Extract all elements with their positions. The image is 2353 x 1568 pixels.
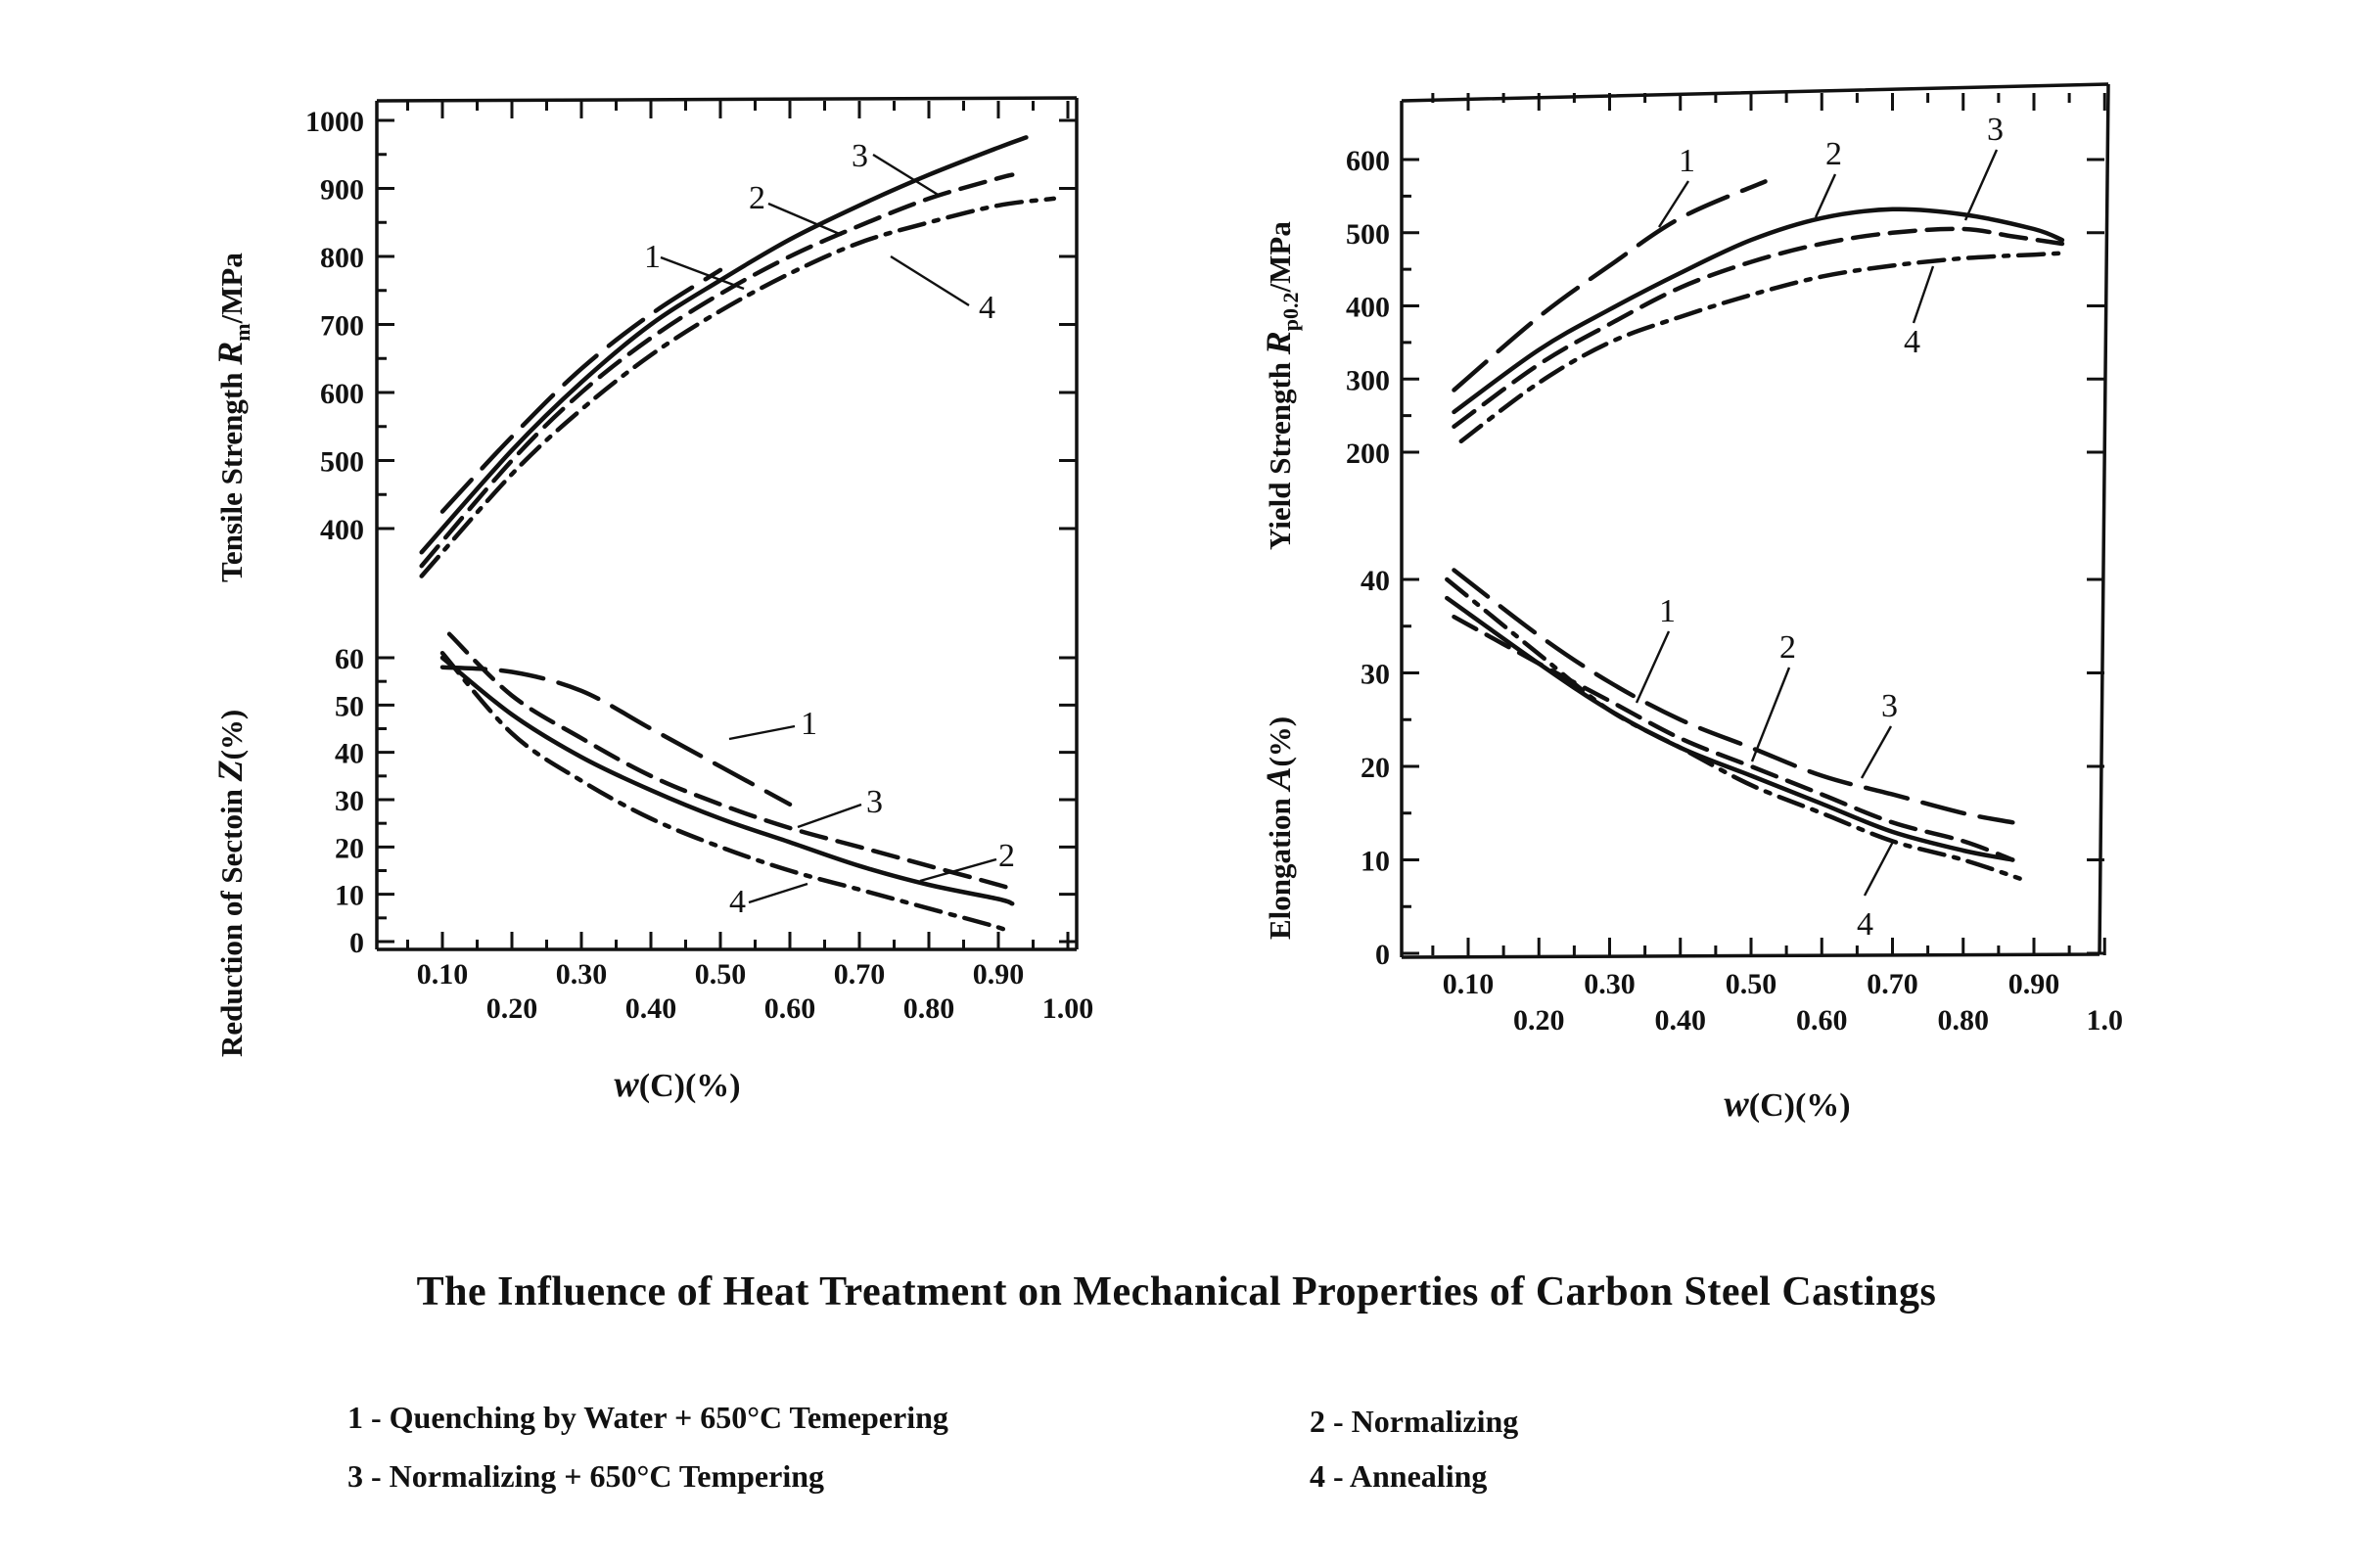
y-tick-label: 900 bbox=[320, 174, 364, 207]
series-line-3-4 bbox=[1458, 251, 2065, 444]
y-tick-label: 30 bbox=[1361, 659, 1390, 691]
x-tick-label: 0.70 bbox=[834, 958, 886, 991]
y-tick-label: 500 bbox=[320, 446, 364, 479]
label-rb-2: 2 bbox=[1779, 629, 1796, 666]
series-line-2-2 bbox=[439, 655, 1015, 906]
series-line-4-4 bbox=[1445, 576, 2022, 881]
x-tick-label: 0.50 bbox=[1726, 968, 1777, 1000]
label-lt-2: 2 bbox=[749, 180, 765, 216]
series-line-3-2 bbox=[1452, 207, 2065, 415]
x-tick-label: 0.30 bbox=[1584, 968, 1636, 1000]
series-line-1-2 bbox=[419, 172, 1015, 569]
y-tick-label: 1000 bbox=[305, 106, 364, 138]
y-tick-label: 800 bbox=[320, 242, 364, 274]
y-tick-label: 40 bbox=[335, 738, 364, 770]
x-tick-label: 0.90 bbox=[2008, 968, 2060, 1000]
left-top-ylabel: Tensile Strength Rm/MPa bbox=[210, 253, 254, 582]
y-tick-label: 40 bbox=[1361, 565, 1390, 597]
y-tick-label: 400 bbox=[320, 514, 364, 546]
right-bottom-ylabel: Elongation A(%) bbox=[1259, 716, 1298, 940]
label-lt-4: 4 bbox=[979, 290, 995, 326]
y-tick-label: 300 bbox=[1346, 364, 1390, 396]
y-tick-label: 400 bbox=[1346, 292, 1390, 324]
legend-item-4: 4 - Annealing bbox=[1310, 1458, 1488, 1494]
label-lb-2: 2 bbox=[998, 838, 1015, 874]
legend-item-2: 2 - Normalizing bbox=[1310, 1404, 1519, 1439]
x-tick-label: 0.60 bbox=[764, 992, 816, 1025]
y-tick-label: 0 bbox=[1375, 939, 1390, 971]
y-tick-label: 50 bbox=[335, 690, 364, 722]
legend-item-3: 3 - Normalizing + 650°C Tempering bbox=[347, 1458, 825, 1494]
label-lt-3: 3 bbox=[852, 138, 868, 174]
x-tick-label: 0.40 bbox=[625, 992, 677, 1025]
y-tick-label: 20 bbox=[335, 832, 364, 864]
y-tick-label: 200 bbox=[1346, 438, 1390, 470]
y-tick-label: 0 bbox=[349, 927, 364, 959]
label-lt-1: 1 bbox=[644, 239, 661, 275]
y-tick-label: 700 bbox=[320, 310, 364, 343]
left-panel-frame bbox=[375, 96, 1079, 951]
series-line-1-4 bbox=[419, 196, 1057, 578]
series-line-3-3 bbox=[1452, 226, 2065, 430]
right-top-ylabel: Yield Strength Rp0.2/MPa bbox=[1259, 221, 1303, 550]
series-line-4-3 bbox=[1452, 568, 2015, 825]
y-tick-label: 20 bbox=[1361, 752, 1390, 784]
series-line-1-3 bbox=[419, 135, 1029, 555]
label-rb-4: 4 bbox=[1857, 906, 1873, 943]
left-bottom-ylabel: Reduction of Sectoin Z(%) bbox=[210, 710, 250, 1057]
y-tick-label: 60 bbox=[335, 643, 364, 675]
figure-title: The Influence of Heat Treatment on Mecha… bbox=[416, 1269, 1937, 1314]
y-tick-label: 30 bbox=[335, 785, 364, 817]
y-tick-label: 500 bbox=[1346, 218, 1390, 251]
label-rt-1: 1 bbox=[1679, 143, 1695, 179]
y-tick-label: 600 bbox=[1346, 145, 1390, 177]
label-rb-3: 3 bbox=[1881, 688, 1898, 724]
series-line-2-1 bbox=[439, 665, 793, 807]
y-tick-label: 600 bbox=[320, 378, 364, 410]
label-lb-1: 1 bbox=[801, 706, 817, 742]
label-rt-4: 4 bbox=[1904, 324, 1920, 360]
right-xlabel: w(C)(%) bbox=[1724, 1084, 1850, 1125]
label-rb-1: 1 bbox=[1659, 593, 1676, 629]
curve-labels: 1 2 3 4 1 3 2 4 1 2 3 4 1 2 3 4 bbox=[644, 112, 2004, 943]
label-rt-2: 2 bbox=[1825, 136, 1842, 172]
x-tick-label: 1.0 bbox=[2087, 1004, 2124, 1037]
series-line-3-1 bbox=[1452, 179, 1768, 392]
y-tick-label: 10 bbox=[335, 880, 364, 912]
x-tick-label: 0.80 bbox=[1938, 1004, 1990, 1037]
series-line-4-2 bbox=[1445, 595, 2015, 862]
x-tick-label: 0.30 bbox=[556, 958, 608, 991]
label-rt-3: 3 bbox=[1987, 112, 2004, 148]
label-lb-4: 4 bbox=[729, 884, 746, 920]
legend-item-1: 1 - Quenching by Water + 650°C Temeperin… bbox=[347, 1400, 948, 1435]
right-panel-frame bbox=[1400, 82, 2110, 959]
series-line-2-4 bbox=[439, 650, 1009, 935]
x-tick-label: 1.00 bbox=[1042, 992, 1094, 1025]
x-tick-label: 0.10 bbox=[1443, 968, 1495, 1000]
x-tick-label: 0.50 bbox=[695, 958, 747, 991]
x-tick-label: 0.20 bbox=[1513, 1004, 1565, 1037]
y-tick-label: 10 bbox=[1361, 846, 1390, 878]
x-tick-label: 0.90 bbox=[973, 958, 1025, 991]
x-tick-label: 0.60 bbox=[1796, 1004, 1848, 1037]
series-line-1-1 bbox=[439, 267, 723, 514]
x-tick-label: 0.70 bbox=[1867, 968, 1918, 1000]
x-tick-label: 0.20 bbox=[486, 992, 538, 1025]
x-tick-label: 0.10 bbox=[417, 958, 469, 991]
label-lb-3: 3 bbox=[866, 784, 883, 820]
left-xlabel: w(C)(%) bbox=[614, 1064, 740, 1105]
x-tick-label: 0.80 bbox=[903, 992, 955, 1025]
x-tick-label: 0.40 bbox=[1655, 1004, 1707, 1037]
series-line-2-3 bbox=[446, 631, 1015, 893]
